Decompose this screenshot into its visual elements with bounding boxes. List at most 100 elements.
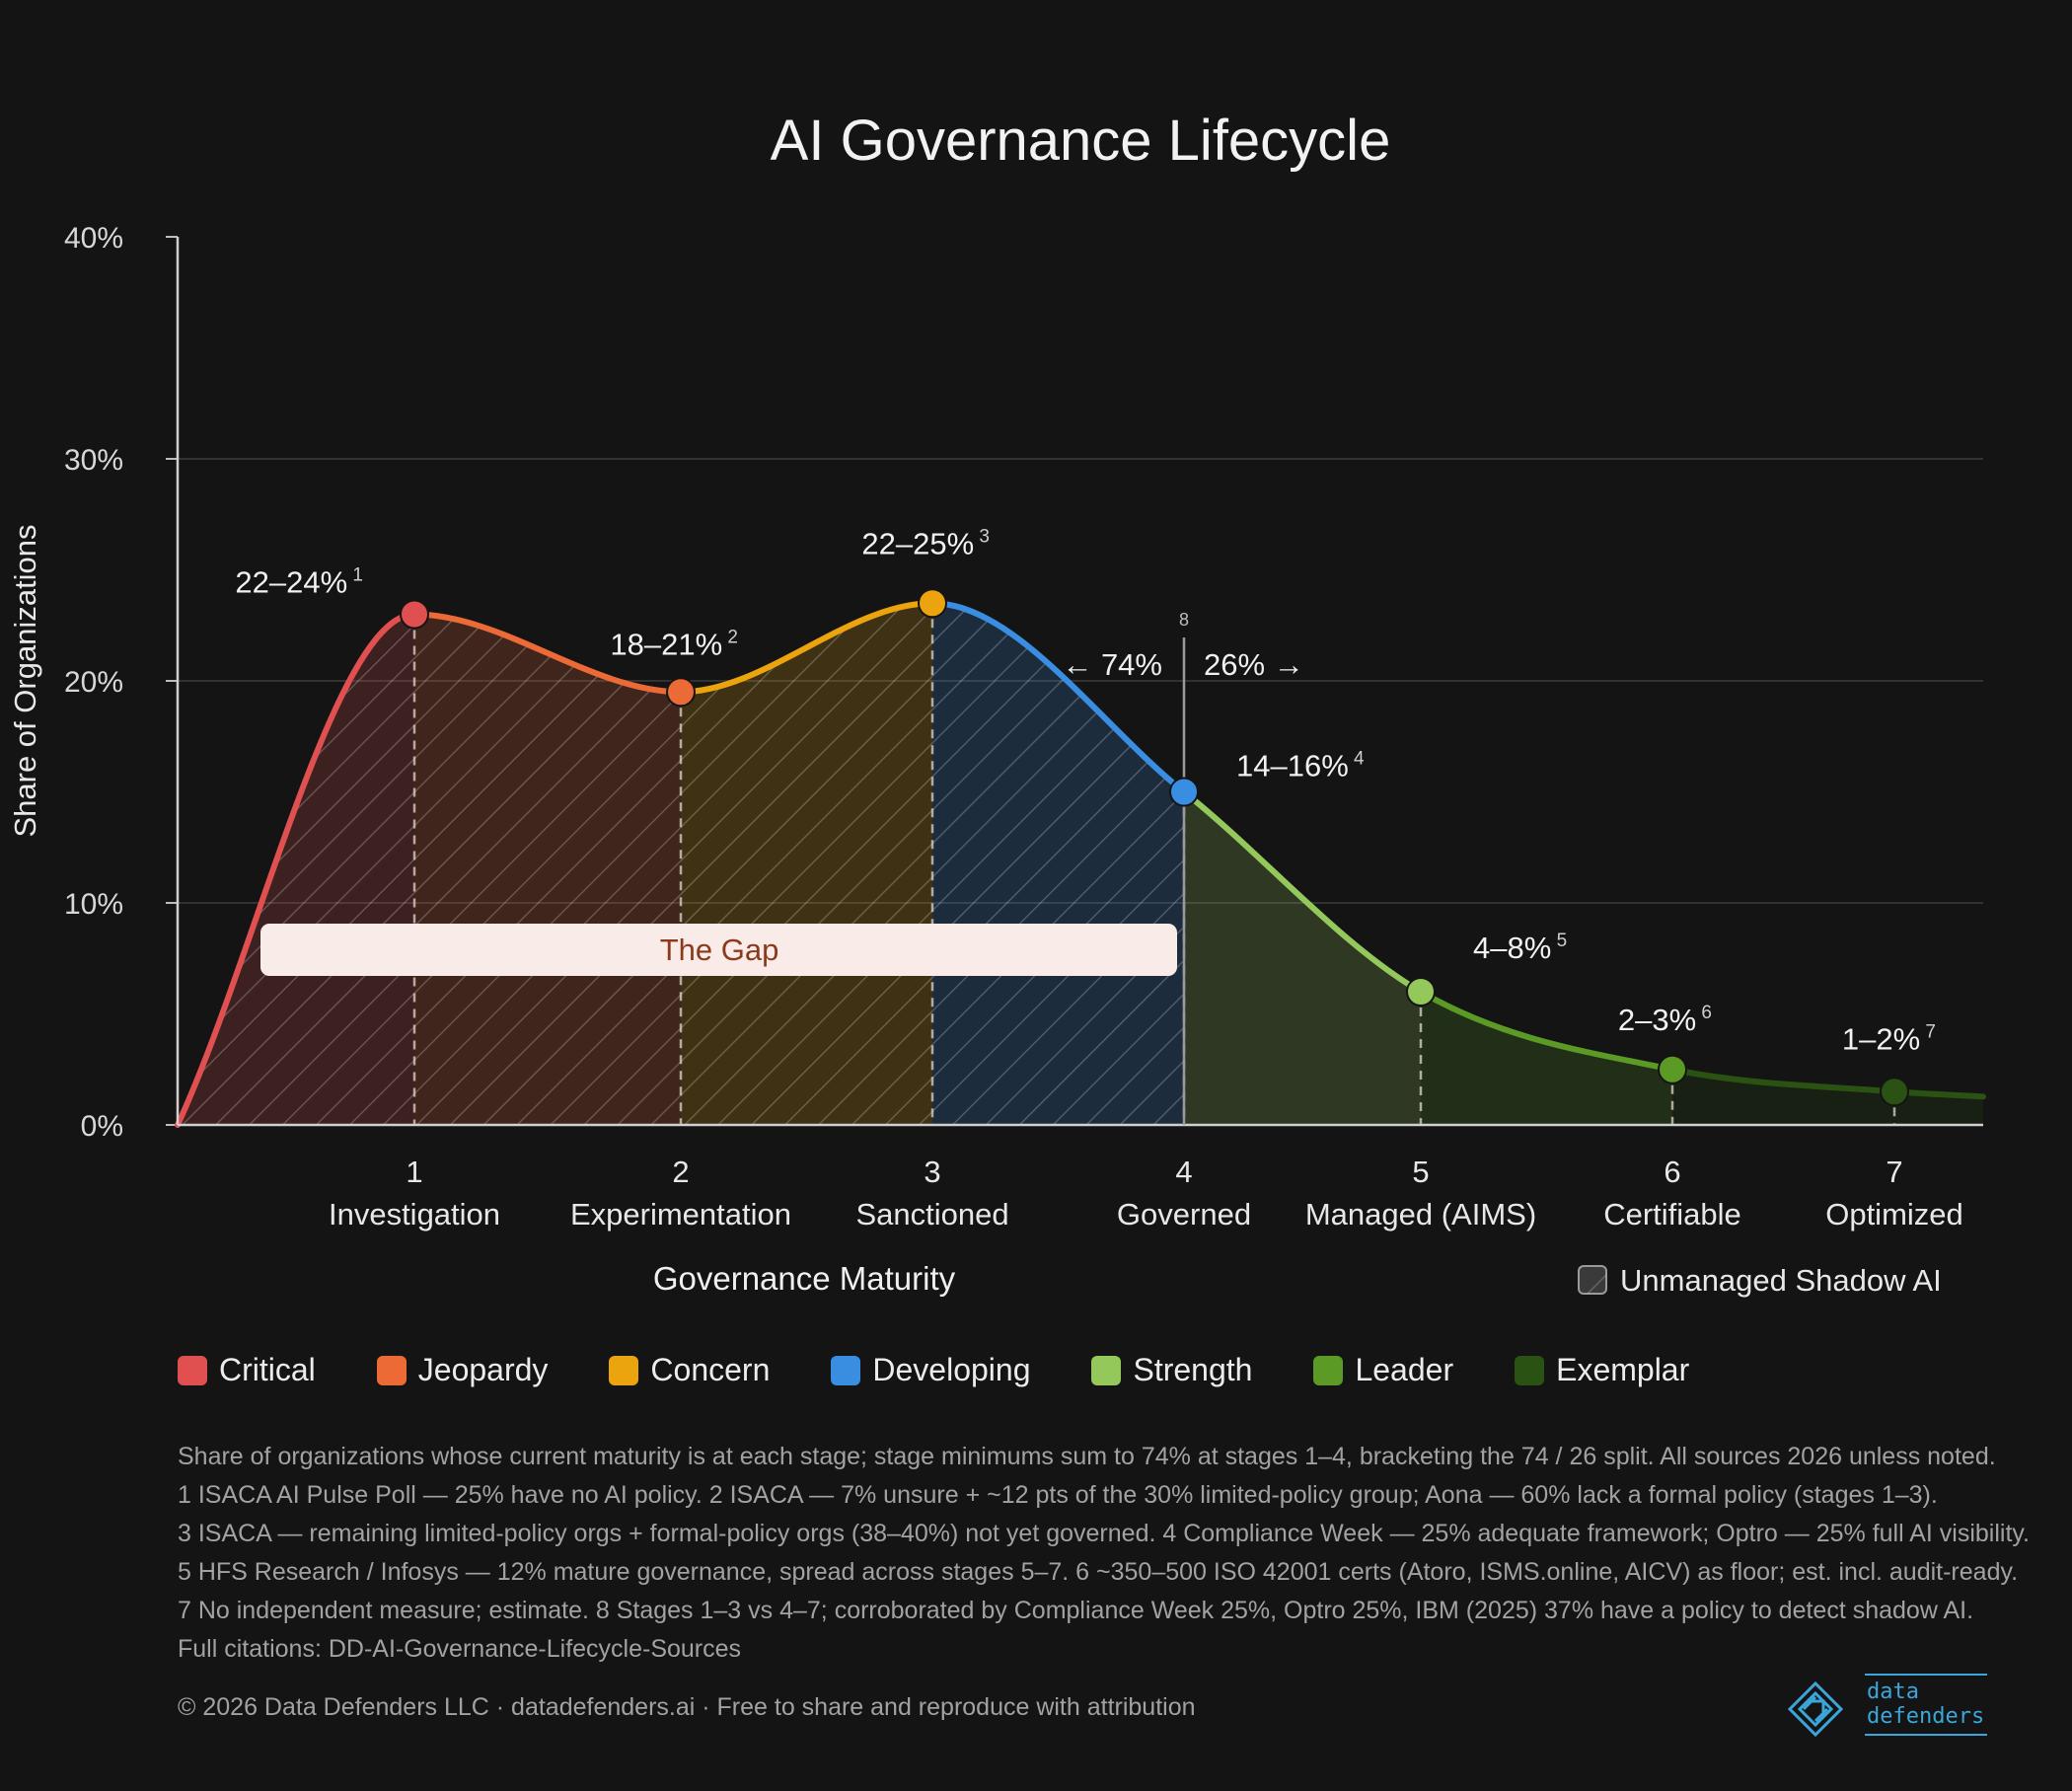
y-axis-ticks: 0% 10% 20% 30% 40%	[64, 222, 178, 1143]
x-tick-name: Optimized	[1825, 1197, 1963, 1231]
note-line: 5 HFS Research / Infosys — 12% mature go…	[178, 1558, 2019, 1586]
curve-segments	[175, 600, 1986, 1128]
legend-item: Critical	[178, 1352, 316, 1388]
curve-segment	[175, 611, 417, 1128]
legend-swatch	[178, 1355, 207, 1385]
logo-wordmark: data defenders	[1865, 1674, 1987, 1736]
legend-label: Critical	[219, 1352, 316, 1387]
y-axis-label: Share of Organizations	[8, 524, 42, 837]
hatch-area	[414, 614, 681, 1125]
split-note: 8	[1179, 610, 1189, 630]
logo-line-2: defenders	[1867, 1704, 1985, 1729]
area-stage	[1894, 1091, 1983, 1125]
shadow-swatch-hatch	[1579, 1266, 1606, 1294]
legend-label: Exemplar	[1556, 1352, 1690, 1387]
legend-item: Strength	[1091, 1352, 1252, 1388]
footnotes: Share of organizations whose current mat…	[178, 1438, 2052, 1669]
stage-point	[400, 599, 429, 630]
area-stage	[1672, 1069, 1894, 1125]
legend-item: Jeopardy	[376, 1352, 549, 1388]
legend-label: Concern	[650, 1352, 771, 1387]
note-line: Share of organizations whose current mat…	[178, 1443, 1996, 1470]
logo-mark-icon	[1787, 1680, 1844, 1738]
shadow-legend-label: Unmanaged Shadow AI	[1620, 1263, 1942, 1298]
curve-segment	[1181, 788, 1424, 995]
legend-label: Developing	[872, 1352, 1031, 1387]
legend-item: Leader	[1313, 1352, 1453, 1388]
legend-swatch	[376, 1355, 407, 1385]
the-gap-banner: The Gap	[260, 924, 1177, 976]
x-tick-name: Certifiable	[1603, 1197, 1741, 1231]
gap-box	[260, 924, 1177, 976]
note-line: 3 ISACA — remaining limited-policy orgs …	[178, 1520, 2030, 1547]
chart-title: AI Governance Lifecycle	[771, 109, 1391, 173]
x-axis-labels: 1 Investigation 2 Experimentation 3 Sanctione…	[329, 1155, 1963, 1231]
axes	[176, 237, 1983, 1127]
stage-point	[1880, 1077, 1909, 1107]
x-tick-name: Experimentation	[570, 1197, 791, 1231]
hatch-area	[178, 614, 414, 1125]
y-tick-label: 20%	[64, 666, 123, 699]
curve-segment	[678, 600, 935, 696]
x-tick-number: 3	[924, 1155, 940, 1189]
legend-label: Jeopardy	[417, 1352, 549, 1387]
x-tick-name: Sanctioned	[855, 1197, 1008, 1231]
legend-label: Strength	[1133, 1352, 1253, 1387]
logo-line-1: data	[1867, 1679, 1919, 1704]
split-left-label: ← 74%	[1062, 647, 1162, 682]
note-line: Full citations: DD-AI-Governance-Lifecyc…	[178, 1635, 742, 1663]
lifecycle-chart: AI Governance Lifecycle Share of Organiz…	[8, 109, 1986, 1298]
legend-swatch	[831, 1355, 861, 1385]
x-tick-number: 5	[1412, 1155, 1429, 1189]
x-tick-name: Investigation	[329, 1197, 500, 1231]
data-defenders-logo: data defenders	[1786, 1674, 1988, 1745]
copyright-footer: © 2026 Data Defenders LLC · datadefender…	[178, 1693, 1196, 1721]
value-labels: 22–24% 1 18–21% 2 22–25% 3 14–16% 4 4–8% 5 2–…	[235, 526, 1936, 1056]
note-line: 1 ISACA AI Pulse Poll — 25% have no AI p…	[178, 1481, 1938, 1509]
x-tick-name: Governed	[1117, 1197, 1251, 1231]
value-label: 22–25% 3	[861, 526, 990, 560]
curve-segment	[411, 611, 684, 696]
area-stage	[1184, 791, 1421, 1125]
legend-swatch	[609, 1355, 639, 1385]
legend-swatch	[1515, 1355, 1545, 1385]
x-tick-number: 6	[1664, 1155, 1680, 1189]
x-tick-number: 2	[672, 1155, 689, 1189]
value-label: 18–21% 2	[610, 627, 738, 661]
y-tick-label: 0%	[81, 1110, 123, 1143]
legend-swatch	[1313, 1355, 1344, 1385]
value-label: 1–2% 7	[1842, 1021, 1936, 1056]
legend-item: Developing	[831, 1352, 1030, 1388]
y-tick-label: 30%	[64, 444, 123, 477]
value-label: 4–8% 5	[1473, 931, 1567, 965]
x-tick-number: 7	[1886, 1155, 1902, 1189]
stage-point	[1169, 777, 1199, 807]
value-label: 22–24% 1	[235, 565, 363, 600]
x-tick-number: 1	[406, 1155, 422, 1189]
curve-segment	[929, 600, 1187, 795]
area-stage	[1421, 992, 1672, 1125]
stage-point	[1658, 1054, 1687, 1084]
curve-segment	[1669, 1066, 1897, 1095]
value-label: 2–3% 6	[1618, 1003, 1712, 1037]
y-tick-label: 10%	[64, 888, 123, 921]
x-tick-number: 4	[1175, 1155, 1192, 1189]
legend-item: Exemplar	[1515, 1352, 1689, 1388]
x-axis-label: Governance Maturity	[653, 1260, 956, 1297]
hatch-area	[681, 603, 932, 1125]
curve-segment	[1418, 989, 1675, 1073]
stage-points	[400, 588, 1909, 1107]
shadow-ai-legend: Unmanaged Shadow AI	[1578, 1263, 1942, 1298]
split-marker: 8 ← 74% 26% →	[1062, 610, 1304, 1125]
stage-point	[918, 588, 947, 619]
hatch-area	[932, 603, 1184, 1125]
legend-item: Concern	[609, 1352, 770, 1388]
y-tick-label: 40%	[64, 222, 123, 255]
value-label: 14–16% 4	[1236, 749, 1365, 784]
stage-point	[666, 677, 696, 708]
tier-legend: Critical Jeopardy Concern Developing Strengt…	[178, 1352, 1750, 1388]
legend-swatch	[1091, 1355, 1122, 1385]
note-line: 7 No independent measure; estimate. 8 St…	[178, 1597, 1974, 1624]
x-tick-name: Managed (AIMS)	[1305, 1197, 1536, 1231]
split-right-label: 26% →	[1204, 647, 1304, 682]
